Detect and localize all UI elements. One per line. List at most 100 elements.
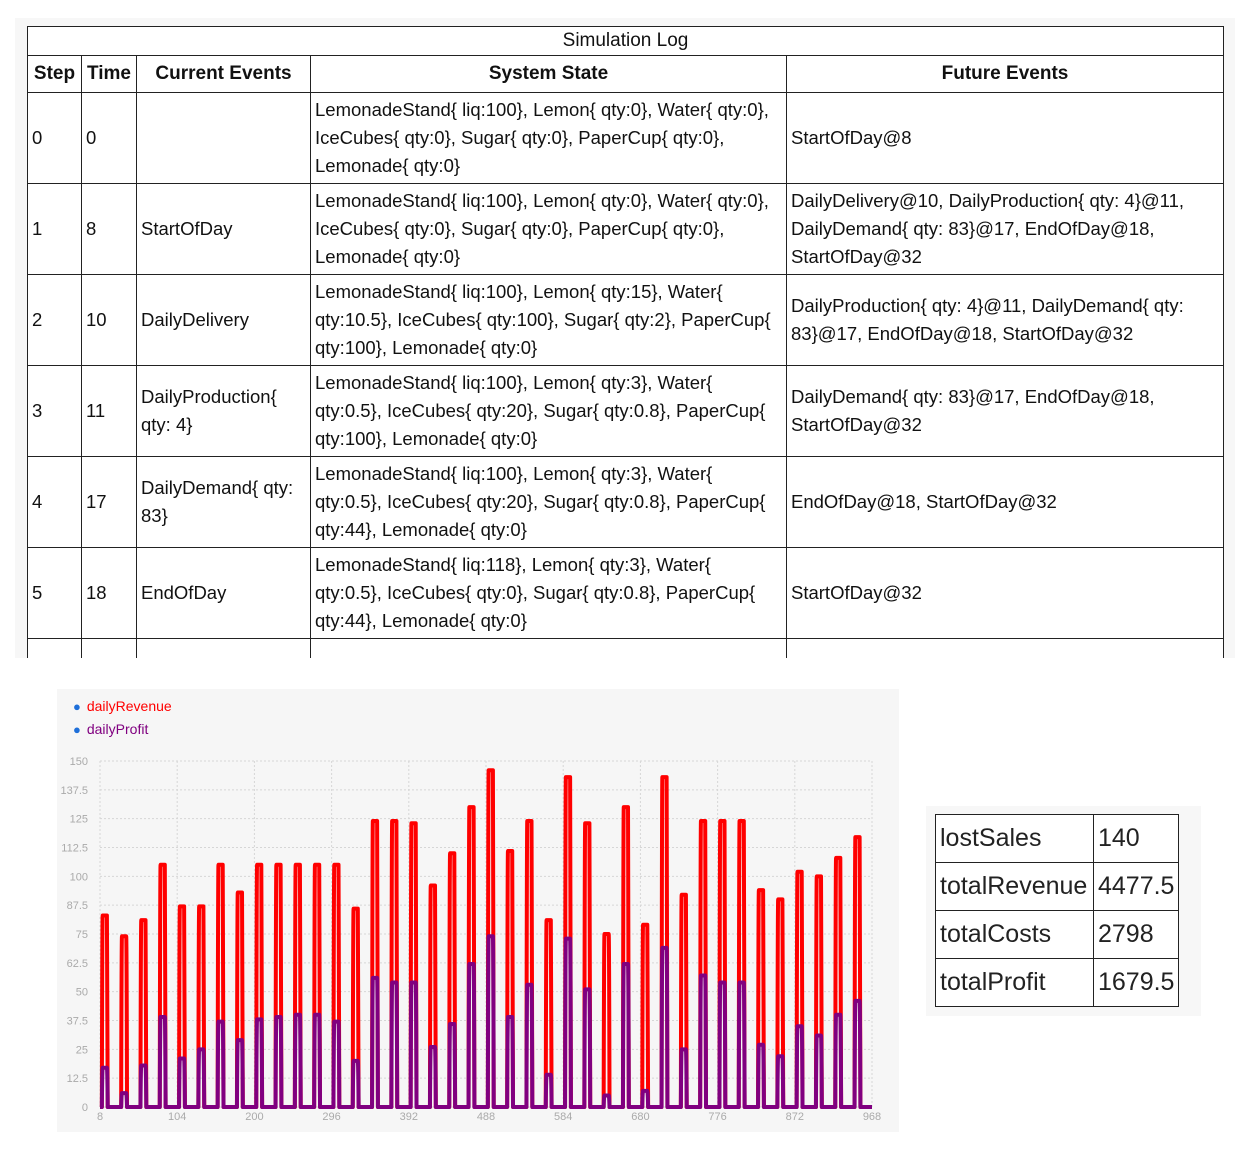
time-cell: 11 (81, 365, 137, 457)
table-caption: Simulation Log (27, 26, 1224, 56)
step-cell: 0 (27, 92, 82, 184)
x-tick-label: 584 (554, 1111, 572, 1123)
table-row: lostSales 140 (935, 814, 1180, 863)
stat-key: lostSales (935, 814, 1094, 863)
simulation-log-table: Simulation Log Step Time Current Events … (27, 26, 1224, 658)
x-tick-label: 104 (168, 1111, 186, 1123)
column-header-step: Step (27, 55, 82, 93)
stat-value: 1679.5 (1092, 958, 1180, 1007)
y-tick-label: 37.5 (67, 1016, 88, 1028)
legend-label: dailyProfit (86, 721, 149, 737)
table-row: 5 18 EndOfDay LemonadeStand{ liq:118}, L… (27, 547, 1224, 639)
column-header-future-events: Future Events (786, 55, 1224, 93)
revenue-profit-chart: 0 12.5 25 37.5 50 62.5 75 87.5 100 112.5 125 137.5 1… (57, 689, 899, 1132)
system-state-cell: LemonadeStand{ liq:100}, Lemon{ qty:0}, … (310, 183, 787, 275)
chart-series (99, 768, 872, 1109)
time-cell: 17 (81, 456, 137, 548)
future-events-cell: StartOfDay@8 (786, 92, 1224, 184)
system-state-cell: LemonadeStand{ liq:100}, Lemon{ qty:3}, … (310, 456, 787, 548)
step-cell: 4 (27, 456, 82, 548)
time-cell: 0 (81, 92, 137, 184)
empty-cell (310, 638, 787, 658)
step-cell: 2 (27, 274, 82, 366)
empty-cell (81, 638, 137, 658)
legend-dot-icon: ● (73, 699, 81, 714)
y-tick-label: 125 (70, 814, 88, 826)
system-state-cell: LemonadeStand{ liq:100}, Lemon{ qty:0}, … (310, 92, 787, 184)
y-tick-label: 150 (70, 756, 88, 768)
y-tick-label: 100 (70, 871, 88, 883)
y-tick-label: 112.5 (61, 843, 88, 855)
time-cell: 10 (81, 274, 137, 366)
table-row: 0 0 LemonadeStand{ liq:100}, Lemon{ qty:… (27, 92, 1224, 184)
table-row: totalRevenue 4477.5 (935, 862, 1180, 911)
table-row: 3 11 DailyProduction{ qty: 4} LemonadeSt… (27, 365, 1224, 457)
stat-value: 2798 (1092, 910, 1180, 959)
legend-dot-icon: ● (73, 722, 81, 737)
x-tick-label: 872 (786, 1111, 804, 1123)
chart-axes: 0 12.5 25 37.5 50 62.5 75 87.5 100 112.5 125 137.5 1… (60, 756, 881, 1123)
table-row: totalCosts 2798 (935, 910, 1180, 959)
legend-item-daily-revenue[interactable]: ● dailyRevenue (73, 695, 172, 718)
system-state-cell: LemonadeStand{ liq:100}, Lemon{ qty:3}, … (310, 365, 787, 457)
y-tick-label: 75 (76, 929, 88, 941)
time-cell: 8 (81, 183, 137, 275)
current-events-cell: DailyDelivery (136, 274, 311, 366)
current-events-cell: EndOfDay (136, 547, 311, 639)
current-events-cell: DailyDemand{ qty: 83} (136, 456, 311, 548)
table-row: 4 17 DailyDemand{ qty: 83} LemonadeStand… (27, 456, 1224, 548)
stat-value: 4477.5 (1092, 862, 1180, 911)
y-tick-label: 50 (76, 987, 88, 999)
x-tick-label: 200 (245, 1111, 263, 1123)
totals-panel: lostSales 140 totalRevenue 4477.5 totalC… (926, 806, 1201, 1016)
empty-cell (136, 638, 311, 658)
table-row: 2 10 DailyDelivery LemonadeStand{ liq:10… (27, 274, 1224, 366)
chart-canvas: 0 12.5 25 37.5 50 62.5 75 87.5 100 112.5 125 137.5 1… (60, 756, 881, 1123)
step-cell: 3 (27, 365, 82, 457)
y-tick-label: 62.5 (67, 958, 88, 970)
empty-cell (786, 638, 1224, 658)
time-cell: 18 (81, 547, 137, 639)
current-events-cell: DailyProduction{ qty: 4} (136, 365, 311, 457)
x-tick-label: 680 (631, 1111, 649, 1123)
legend-label: dailyRevenue (86, 698, 172, 714)
table-row-clipped (27, 638, 1224, 658)
step-cell: 1 (27, 183, 82, 275)
future-events-cell: EndOfDay@18, StartOfDay@32 (786, 456, 1224, 548)
current-events-cell: StartOfDay (136, 183, 311, 275)
x-tick-label: 296 (322, 1111, 340, 1123)
future-events-cell: StartOfDay@32 (786, 547, 1224, 639)
future-events-cell: DailyDelivery@10, DailyProduction{ qty: … (786, 183, 1224, 275)
y-tick-label: 137.5 (60, 785, 88, 797)
future-events-cell: DailyProduction{ qty: 4}@11, DailyDemand… (786, 274, 1224, 366)
series-line-dailyprofit (99, 934, 872, 1109)
stat-key: totalCosts (935, 910, 1094, 959)
stat-key: totalRevenue (935, 862, 1094, 911)
x-tick-label: 392 (400, 1111, 418, 1123)
y-tick-label: 12.5 (67, 1073, 88, 1085)
step-cell: 5 (27, 547, 82, 639)
chart-legend: ● dailyRevenue ● dailyProfit (73, 695, 172, 741)
stat-key: totalProfit (935, 958, 1094, 1007)
system-state-cell: LemonadeStand{ liq:118}, Lemon{ qty:3}, … (310, 547, 787, 639)
legend-item-daily-profit[interactable]: ● dailyProfit (73, 718, 172, 741)
x-tick-label: 488 (477, 1111, 495, 1123)
x-tick-label: 968 (863, 1111, 881, 1123)
column-header-time: Time (81, 55, 137, 93)
column-header-system-state: System State (310, 55, 787, 93)
column-header-current-events: Current Events (136, 55, 311, 93)
current-events-cell (136, 92, 311, 184)
totals-table: lostSales 140 totalRevenue 4477.5 totalC… (935, 814, 1180, 1007)
system-state-cell: LemonadeStand{ liq:100}, Lemon{ qty:15},… (310, 274, 787, 366)
table-row: totalProfit 1679.5 (935, 958, 1180, 1007)
x-tick-label: 8 (97, 1111, 103, 1123)
table-row: 1 8 StartOfDay LemonadeStand{ liq:100}, … (27, 183, 1224, 275)
stat-value: 140 (1092, 814, 1180, 863)
x-tick-label: 776 (708, 1111, 726, 1123)
future-events-cell: DailyDemand{ qty: 83}@17, EndOfDay@18, S… (786, 365, 1224, 457)
simulation-log-panel[interactable]: Simulation Log Step Time Current Events … (15, 18, 1235, 658)
y-tick-label: 0 (82, 1102, 88, 1114)
empty-cell (27, 638, 82, 658)
y-tick-label: 87.5 (67, 900, 88, 912)
y-tick-label: 25 (76, 1044, 88, 1056)
